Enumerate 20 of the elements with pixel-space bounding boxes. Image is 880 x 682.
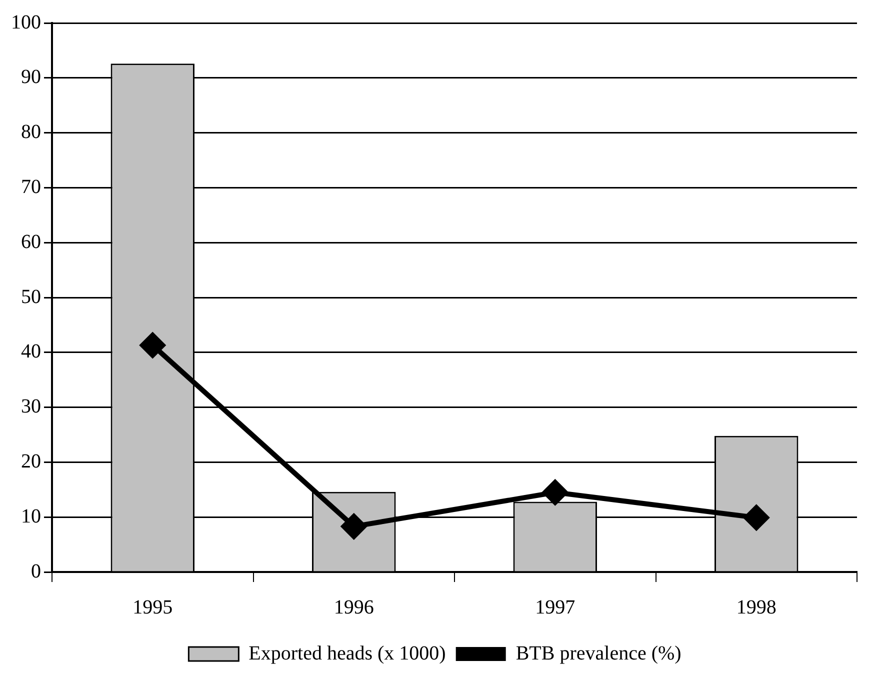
legend-label: BTB prevalence (%) xyxy=(516,642,682,664)
y-tick-label: 70 xyxy=(21,176,41,198)
legend-label: Exported heads (x 1000) xyxy=(248,642,446,664)
x-tick-label: 1995 xyxy=(132,596,173,618)
point xyxy=(542,480,568,505)
y-tick-label: 80 xyxy=(21,121,41,144)
point xyxy=(744,505,769,530)
y-tick-label: 90 xyxy=(21,66,41,88)
point xyxy=(140,332,166,358)
y-tick-label: 10 xyxy=(21,505,41,528)
y-tick-label: 100 xyxy=(11,11,41,34)
x-tick-label: 1996 xyxy=(334,596,374,618)
y-tick-label: 20 xyxy=(21,450,41,472)
y-tick-label: 30 xyxy=(21,396,41,418)
y-tick-label: 40 xyxy=(21,340,41,363)
y-tick-label: 50 xyxy=(21,286,41,308)
x-tick-label: 1997 xyxy=(535,596,576,618)
y-tick-label: 0 xyxy=(31,560,41,582)
x-tick-label: 1998 xyxy=(736,596,776,618)
y-tick-label: 60 xyxy=(21,230,41,253)
